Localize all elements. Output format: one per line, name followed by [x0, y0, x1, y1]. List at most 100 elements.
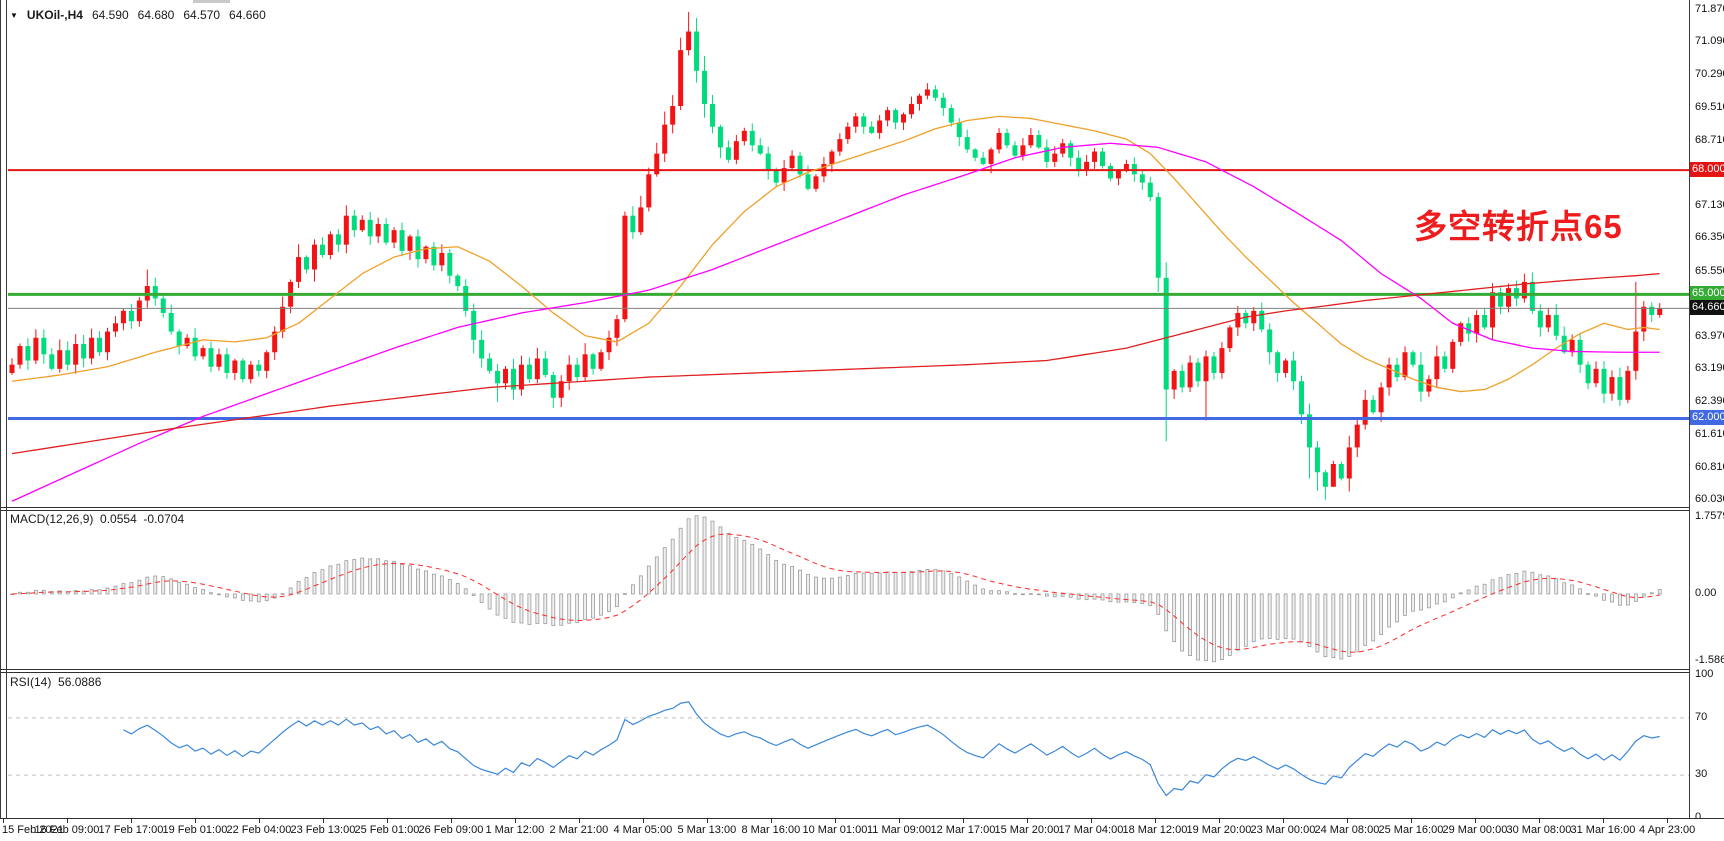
time-tick	[195, 819, 196, 823]
time-tick	[1283, 819, 1284, 823]
time-tick-label: 17 Mar 04:00	[1058, 824, 1124, 836]
price-tick-label: 71.870	[1695, 3, 1724, 15]
time-tick	[771, 819, 772, 823]
macd-value-main: 0.0554	[100, 512, 137, 526]
ma-slow-line	[11, 272, 1660, 455]
time-tick-label: 29 Mar 00:00	[1442, 824, 1508, 836]
time-tick	[387, 819, 388, 823]
time-tick	[1475, 819, 1476, 823]
symbol-dropdown-icon[interactable]: ▼	[10, 10, 18, 20]
window-left-border	[0, 0, 1, 818]
time-tick	[963, 819, 964, 823]
price-tick-label: 69.510	[1695, 100, 1724, 113]
time-tick-label: 17 Feb 17:00	[98, 824, 164, 836]
rsi-panel	[8, 701, 1689, 797]
current-price-badge: 64.660	[1690, 300, 1724, 316]
price-axis: 71.870 71.090 70.290 69.510 68.710 67.130 66.3…	[1690, 0, 1724, 823]
price-tick-label: 63.190	[1695, 362, 1724, 375]
quote-high: 64.680	[137, 8, 175, 22]
price-tick-label: 62.390	[1695, 395, 1724, 408]
time-axis[interactable]: 15 Feb 2021 16 Feb 09:00 17 Feb 17:00 19 Fe…	[0, 818, 1724, 841]
price-tick-label: 60.810	[1695, 460, 1724, 473]
time-tick-label: 2 Mar 21:00	[549, 824, 609, 836]
time-tick	[899, 819, 900, 823]
time-tick-label: 19 Feb 01:00	[162, 824, 228, 836]
time-tick	[323, 819, 324, 823]
price-tick-label: 70.290	[1695, 68, 1724, 81]
macd-axis-max: 1.7579	[1695, 510, 1724, 522]
hline-price-badge: 62.000	[1690, 410, 1724, 426]
time-tick-label: 5 Mar 13:00	[677, 824, 737, 836]
time-tick-label: 19 Mar 20:00	[1186, 824, 1252, 836]
price-tick-label: 66.350	[1695, 231, 1724, 244]
time-tick-label: 23 Feb 13:00	[290, 824, 356, 836]
time-tick	[131, 819, 132, 823]
time-tick	[451, 819, 452, 823]
time-tick	[1539, 819, 1540, 823]
price-tick-label: 68.710	[1695, 133, 1724, 146]
rsi-axis-label: 0	[1695, 811, 1702, 823]
time-tick-label: 25 Feb 01:00	[354, 824, 420, 836]
price-tick-label: 67.130	[1695, 199, 1724, 212]
chart-title-bar: ▼ UKOil-,H4 64.590 64.680 64.570 64.660	[10, 8, 266, 22]
price-tick-label: 65.550	[1695, 264, 1724, 277]
rsi-axis-label: 100	[1695, 668, 1714, 680]
time-tick	[1155, 819, 1156, 823]
rsi-value: 56.0886	[58, 675, 102, 689]
symbol-name: UKOil-,H4	[26, 8, 83, 22]
window-chrome-fragment	[193, 0, 230, 3]
macd-indicator-label: MACD(12,26,9) 0.0554 -0.0704	[10, 512, 184, 526]
panel-separators	[0, 9, 1724, 819]
panel-left-border	[6, 0, 7, 818]
quote-low: 64.570	[183, 8, 221, 22]
time-tick-label: 15 Feb 2021	[2, 824, 64, 836]
time-tick-label: 4 Mar 05:00	[613, 824, 673, 836]
time-tick	[1091, 819, 1092, 823]
ma-fast-line	[11, 115, 1660, 393]
macd-name: MACD(12,26,9)	[10, 512, 94, 526]
time-tick	[707, 819, 708, 823]
price-axis-border	[1689, 0, 1690, 818]
macd-axis-zero: 0.00	[1695, 586, 1717, 599]
rsi-axis-label: 30	[1695, 768, 1708, 781]
time-tick	[1667, 819, 1668, 823]
rsi-axis-label: 70	[1695, 710, 1708, 723]
rsi-indicator-label: RSI(14) 56.0886	[10, 675, 101, 689]
time-tick-label: 8 Mar 16:00	[741, 824, 801, 836]
price-tick-label: 63.970	[1695, 329, 1724, 342]
time-tick-label: 4 Apr 23:00	[1639, 824, 1696, 836]
time-tick	[1347, 819, 1348, 823]
time-tick	[1603, 819, 1604, 823]
time-tick-label: 11 Mar 09:00	[867, 824, 932, 836]
time-tick-label: 16 Feb 09:00	[34, 824, 100, 836]
macd-axis-min: -1.5867	[1695, 654, 1724, 666]
text-annotation: 多空转折点65	[1414, 208, 1623, 245]
macd-histogram	[10, 515, 1662, 663]
time-tick-label: 12 Mar 17:00	[930, 824, 996, 836]
ma-medium-line	[11, 142, 1660, 502]
time-tick-label: 15 Mar 20:00	[994, 824, 1060, 836]
time-tick-label: 18 Mar 12:00	[1122, 824, 1188, 836]
time-tick-label: 24 Mar 08:00	[1314, 824, 1380, 836]
time-tick	[1411, 819, 1412, 823]
time-tick	[1027, 819, 1028, 823]
price-tick-label: 71.090	[1695, 35, 1724, 48]
time-tick-label: 31 Mar 16:00	[1570, 824, 1636, 836]
time-tick	[67, 819, 68, 823]
candlestick-series	[9, 12, 1663, 500]
time-tick-label: 25 Mar 16:00	[1378, 824, 1444, 836]
time-tick-label: 30 Mar 08:00	[1506, 824, 1572, 836]
quote-close: 64.660	[229, 8, 266, 22]
time-tick-label: 10 Mar 01:00	[802, 824, 868, 836]
time-tick	[1219, 819, 1220, 823]
hline-price-badge: 65.000	[1690, 286, 1724, 302]
time-tick	[3, 819, 4, 823]
quote-open: 64.590	[91, 8, 129, 22]
time-tick-label: 22 Feb 04:00	[226, 824, 292, 836]
rsi-name: RSI(14)	[10, 675, 52, 689]
price-tick-label: 61.610	[1695, 427, 1724, 440]
horizontal-lines	[8, 169, 1689, 420]
price-tick-label: 60.030	[1695, 492, 1724, 505]
